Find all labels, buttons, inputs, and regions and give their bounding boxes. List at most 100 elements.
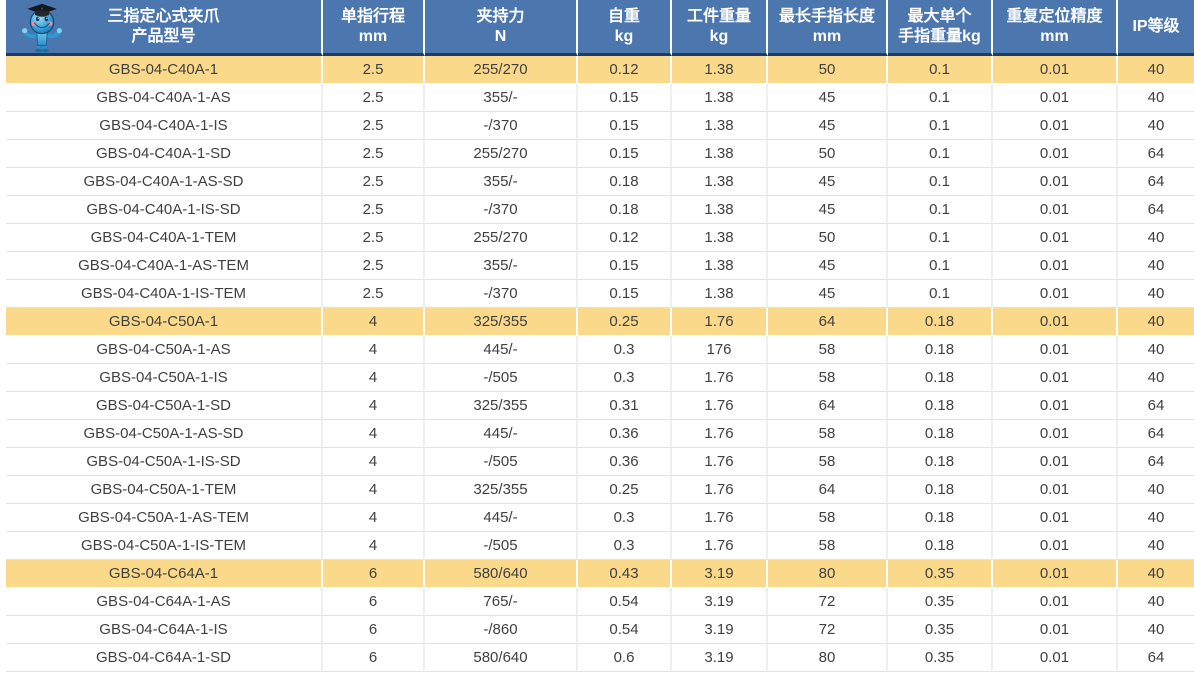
cell-ip_rating: 40 xyxy=(1118,588,1194,616)
cell-self_weight_kg: 0.15 xyxy=(578,140,672,168)
cell-self_weight_kg: 0.3 xyxy=(578,532,672,560)
col-header-grip-force: 夹持力 N xyxy=(425,0,578,56)
cell-max_single_finger_weight_kg: 0.1 xyxy=(888,168,993,196)
table-row: GBS-04-C40A-1-TEM 2.5 255/270 0.12 1.38 50 0.1… xyxy=(6,224,1194,252)
cell-max_single_finger_weight_kg: 0.1 xyxy=(888,56,993,84)
cell-max_finger_length_mm: 58 xyxy=(768,364,888,392)
cell-self_weight_kg: 0.25 xyxy=(578,476,672,504)
cell-ip_rating: 64 xyxy=(1118,196,1194,224)
cell-max_single_finger_weight_kg: 0.35 xyxy=(888,616,993,644)
cell-stroke_mm: 4 xyxy=(323,364,425,392)
cell-stroke_mm: 2.5 xyxy=(323,112,425,140)
table-row: GBS-04-C40A-1-IS 2.5 -/370 0.15 1.38 45 0.1 0.0… xyxy=(6,112,1194,140)
table-row: GBS-04-C64A-1-IS 6 -/860 0.54 3.19 72 0.35 0.01… xyxy=(6,616,1194,644)
cell-ip_rating: 40 xyxy=(1118,560,1194,588)
table-row: GBS-04-C40A-1-AS-SD 2.5 355/- 0.18 1.38 45 0.1… xyxy=(6,168,1194,196)
cell-max_finger_length_mm: 58 xyxy=(768,420,888,448)
cell-max_single_finger_weight_kg: 0.18 xyxy=(888,364,993,392)
table-row: GBS-04-C64A-1-SD 6 580/640 0.6 3.19 80 0.35 0.0… xyxy=(6,644,1194,672)
cell-max_finger_length_mm: 64 xyxy=(768,308,888,336)
cell-stroke_mm: 4 xyxy=(323,448,425,476)
cell-self_weight_kg: 0.36 xyxy=(578,420,672,448)
cell-max_single_finger_weight_kg: 0.18 xyxy=(888,448,993,476)
cell-self_weight_kg: 0.15 xyxy=(578,112,672,140)
cell-max_finger_length_mm: 45 xyxy=(768,168,888,196)
cell-max_finger_length_mm: 58 xyxy=(768,532,888,560)
cell-stroke_mm: 4 xyxy=(323,420,425,448)
cell-stroke_mm: 6 xyxy=(323,560,425,588)
cell-repeat_accuracy_mm: 0.01 xyxy=(993,196,1118,224)
cell-max_finger_length_mm: 80 xyxy=(768,560,888,588)
col-header-model: 三指定心式夹爪 产品型号 xyxy=(6,0,323,56)
cell-workpiece_weight_kg: 176 xyxy=(672,336,768,364)
cell-max_finger_length_mm: 64 xyxy=(768,392,888,420)
cell-ip_rating: 40 xyxy=(1118,224,1194,252)
cell-self_weight_kg: 0.3 xyxy=(578,364,672,392)
cell-workpiece_weight_kg: 1.38 xyxy=(672,56,768,84)
cell-self_weight_kg: 0.18 xyxy=(578,168,672,196)
cell-stroke_mm: 2.5 xyxy=(323,196,425,224)
product-spec-table: 三指定心式夹爪 产品型号 单指行程 mm 夹持力 N 自重 kg 工件重量 xyxy=(6,0,1194,672)
cell-grip_force_n: 445/- xyxy=(425,336,578,364)
cell-max_finger_length_mm: 58 xyxy=(768,504,888,532)
cell-repeat_accuracy_mm: 0.01 xyxy=(993,140,1118,168)
cell-max_finger_length_mm: 80 xyxy=(768,644,888,672)
col-model-subtitle: 产品型号 xyxy=(131,27,196,45)
cell-stroke_mm: 4 xyxy=(323,392,425,420)
cell-self_weight_kg: 0.15 xyxy=(578,84,672,112)
cell-grip_force_n: 580/640 xyxy=(425,560,578,588)
cell-grip_force_n: -/370 xyxy=(425,280,578,308)
table-body: GBS-04-C40A-1 2.5 255/270 0.12 1.38 50 0.1 0.01… xyxy=(6,56,1194,672)
cell-workpiece_weight_kg: 1.76 xyxy=(672,504,768,532)
cell-grip_force_n: 445/- xyxy=(425,504,578,532)
col-header-ip-rating: IP等级 xyxy=(1118,0,1194,56)
cell-grip_force_n: 325/355 xyxy=(425,308,578,336)
cell-model: GBS-04-C40A-1-AS-SD xyxy=(6,168,323,196)
cell-self_weight_kg: 0.15 xyxy=(578,252,672,280)
cell-max_finger_length_mm: 50 xyxy=(768,224,888,252)
cell-repeat_accuracy_mm: 0.01 xyxy=(993,56,1118,84)
col-header-max-finger-weight: 最大单个 手指重量kg xyxy=(888,0,993,56)
col-header-repeat-accuracy: 重复定位精度 mm xyxy=(993,0,1118,56)
cell-repeat_accuracy_mm: 0.01 xyxy=(993,364,1118,392)
cell-ip_rating: 40 xyxy=(1118,504,1194,532)
cell-max_single_finger_weight_kg: 0.1 xyxy=(888,280,993,308)
cell-grip_force_n: -/505 xyxy=(425,532,578,560)
cell-stroke_mm: 2.5 xyxy=(323,84,425,112)
cell-model: GBS-04-C50A-1 xyxy=(6,308,323,336)
cell-max_single_finger_weight_kg: 0.18 xyxy=(888,504,993,532)
cell-max_finger_length_mm: 45 xyxy=(768,112,888,140)
cell-self_weight_kg: 0.54 xyxy=(578,616,672,644)
table-row: GBS-04-C50A-1-IS-TEM 4 -/505 0.3 1.76 58 0.18 0… xyxy=(6,532,1194,560)
cell-grip_force_n: 355/- xyxy=(425,84,578,112)
cell-model: GBS-04-C50A-1-AS xyxy=(6,336,323,364)
cell-stroke_mm: 4 xyxy=(323,504,425,532)
cell-stroke_mm: 6 xyxy=(323,644,425,672)
table-row: GBS-04-C50A-1-AS 4 445/- 0.3 176 58 0.18 0.01 40 xyxy=(6,336,1194,364)
cell-workpiece_weight_kg: 1.76 xyxy=(672,392,768,420)
cell-repeat_accuracy_mm: 0.01 xyxy=(993,112,1118,140)
cell-stroke_mm: 2.5 xyxy=(323,168,425,196)
cell-self_weight_kg: 0.25 xyxy=(578,308,672,336)
cell-workpiece_weight_kg: 1.38 xyxy=(672,252,768,280)
cell-model: GBS-04-C50A-1-AS-SD xyxy=(6,420,323,448)
cell-model: GBS-04-C40A-1 xyxy=(6,56,323,84)
table-row: GBS-04-C50A-1-TEM 4 325/355 0.25 1.76 64 0.18 0… xyxy=(6,476,1194,504)
cell-ip_rating: 64 xyxy=(1118,168,1194,196)
cell-workpiece_weight_kg: 1.38 xyxy=(672,280,768,308)
cell-model: GBS-04-C40A-1-IS xyxy=(6,112,323,140)
table-row: GBS-04-C50A-1-IS 4 -/505 0.3 1.76 58 0.18 0.01 4… xyxy=(6,364,1194,392)
cell-max_single_finger_weight_kg: 0.1 xyxy=(888,112,993,140)
table-row: GBS-04-C40A-1-IS-SD 2.5 -/370 0.18 1.38 45 0.1… xyxy=(6,196,1194,224)
cell-grip_force_n: 355/- xyxy=(425,252,578,280)
cell-ip_rating: 40 xyxy=(1118,84,1194,112)
cell-ip_rating: 40 xyxy=(1118,252,1194,280)
cell-repeat_accuracy_mm: 0.01 xyxy=(993,84,1118,112)
cell-stroke_mm: 2.5 xyxy=(323,280,425,308)
cell-ip_rating: 40 xyxy=(1118,280,1194,308)
cell-model: GBS-04-C50A-1-IS-SD xyxy=(6,448,323,476)
cell-max_single_finger_weight_kg: 0.35 xyxy=(888,588,993,616)
cell-ip_rating: 64 xyxy=(1118,644,1194,672)
cell-repeat_accuracy_mm: 0.01 xyxy=(993,532,1118,560)
table-row: GBS-04-C50A-1-IS-SD 4 -/505 0.36 1.76 58 0.18 0… xyxy=(6,448,1194,476)
